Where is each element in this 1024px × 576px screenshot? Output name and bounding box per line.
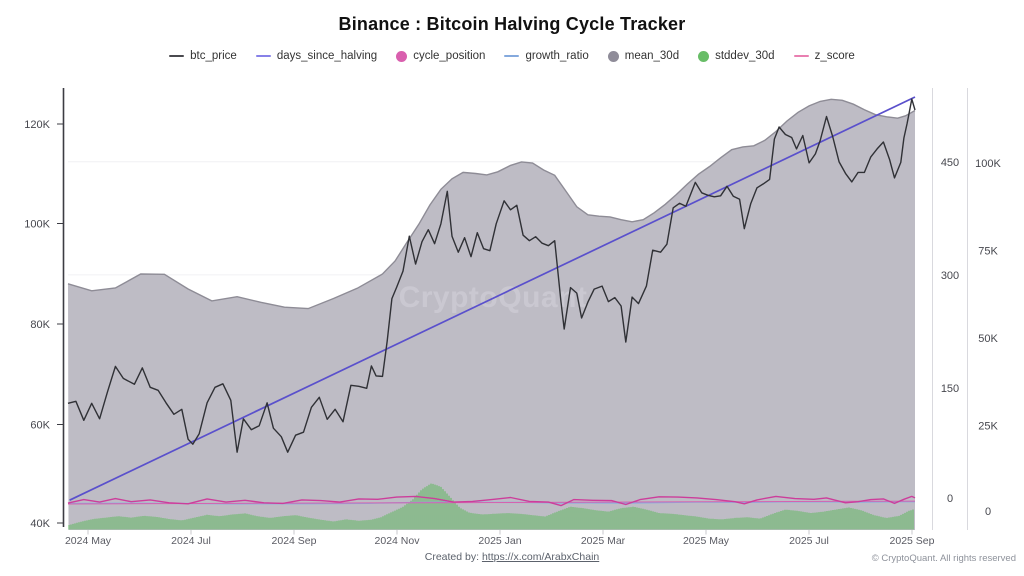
value-axis-label: 0: [985, 506, 991, 518]
days-since-halving-marker: [255, 55, 271, 57]
z-score-line: [67, 495, 916, 507]
legend-label: stddev_30d: [715, 50, 775, 62]
x-axis-label: 2024 Jul: [171, 535, 211, 547]
x-axis-label: 2025 Jul: [789, 535, 829, 547]
value-axis-label: 50K: [978, 333, 998, 345]
value-axis-label: 25K: [978, 421, 998, 433]
legend-item-days-since-halving[interactable]: days_since_halving: [255, 50, 378, 62]
days-axis-label: 150: [941, 383, 959, 395]
creator-link[interactable]: https://x.com/ArabxChain: [481, 551, 600, 563]
created-by-text: Created by:: [424, 551, 480, 563]
x-axis-label: 2024 May: [65, 535, 112, 547]
value-axis-label: 75K: [978, 246, 998, 258]
legend-item-mean-30d[interactable]: mean_30d: [607, 50, 680, 62]
legend: btc_price days_since_halving cycle_posit…: [0, 50, 1024, 62]
left-axis-label: 120K: [24, 119, 50, 131]
legend-label: cycle_position: [413, 50, 486, 62]
x-axis-label: 2025 Jan: [478, 535, 521, 547]
legend-label: days_since_halving: [276, 50, 378, 62]
legend-label: mean_30d: [624, 50, 680, 62]
cycle-position-marker: [396, 50, 408, 62]
left-axis-label: 80K: [30, 319, 50, 331]
footer: Created by: https://x.com/ArabxChain: [0, 551, 1024, 563]
x-axis-label: 2025 Mar: [581, 535, 626, 547]
z-score-marker: [793, 55, 809, 57]
growth-ratio-marker: [504, 55, 520, 57]
days-axis-label: 300: [941, 270, 959, 282]
legend-item-z-score[interactable]: z_score: [793, 50, 855, 62]
copyright: © CryptoQuant. All rights reserved: [871, 553, 1016, 564]
mean-30d-marker: [607, 50, 619, 62]
btc-price-marker: [169, 55, 185, 57]
x-axis-label: 2025 May: [683, 535, 730, 547]
btc-price-line: [67, 98, 916, 453]
left-axis-label: 100K: [24, 219, 50, 231]
left-axis-label: 40K: [30, 518, 50, 530]
x-axis-label: 2024 Sep: [272, 535, 317, 547]
days-axis-label: 450: [941, 157, 959, 169]
days-since-halving-line: [69, 96, 916, 501]
left-axis-label: 60K: [30, 420, 50, 432]
page-title: Binance : Bitcoin Halving Cycle Tracker: [338, 14, 686, 34]
mean-30d-area: [68, 99, 915, 531]
legend-item-growth-ratio[interactable]: growth_ratio: [504, 50, 589, 62]
legend-label: growth_ratio: [525, 50, 589, 62]
days-axis-label: 0: [947, 493, 953, 505]
legend-item-cycle-position[interactable]: cycle_position: [396, 50, 485, 62]
value-axis-label: 100K: [975, 158, 1001, 170]
stddev-30d-marker: [698, 50, 710, 62]
mean-30d-area-edge: [67, 98, 916, 310]
legend-label: z_score: [814, 50, 855, 62]
legend-label: btc_price: [190, 50, 237, 62]
legend-item-stddev-30d[interactable]: stddev_30d: [698, 50, 775, 62]
x-axis-label: 2025 Sep: [890, 535, 935, 547]
stddev-30d-bars: [68, 483, 914, 530]
x-axis-label: 2024 Nov: [375, 535, 421, 547]
legend-item-btc-price[interactable]: btc_price: [169, 50, 237, 62]
